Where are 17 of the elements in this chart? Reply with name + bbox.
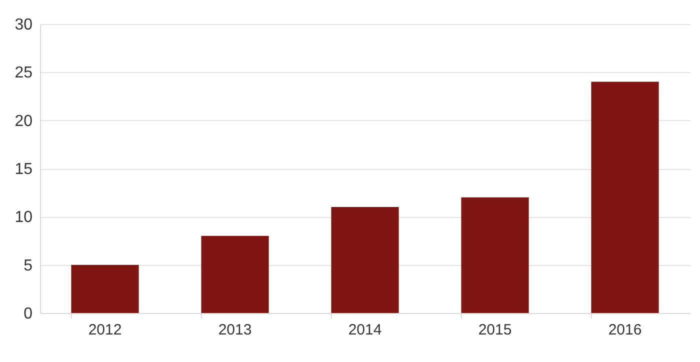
y-tick-label: 30 (14, 16, 33, 34)
y-tick-label: 0 (24, 306, 33, 322)
x-tick-label: 2014 (348, 322, 382, 338)
bar (591, 82, 659, 313)
bar (201, 236, 269, 313)
bar (71, 264, 139, 313)
y-tick-label: 20 (14, 112, 33, 130)
x-tick-label: 2012 (88, 322, 122, 338)
y-tick-label: 15 (14, 161, 33, 178)
y-tick-label: 25 (14, 64, 33, 82)
bar (461, 197, 529, 313)
y-tick-label: 10 (14, 209, 33, 226)
x-tick-label: 2016 (608, 322, 642, 338)
bar (331, 207, 399, 313)
y-tick-label: 5 (24, 257, 33, 274)
x-tick-label: 2015 (478, 322, 512, 338)
x-tick-label: 2013 (218, 322, 252, 338)
